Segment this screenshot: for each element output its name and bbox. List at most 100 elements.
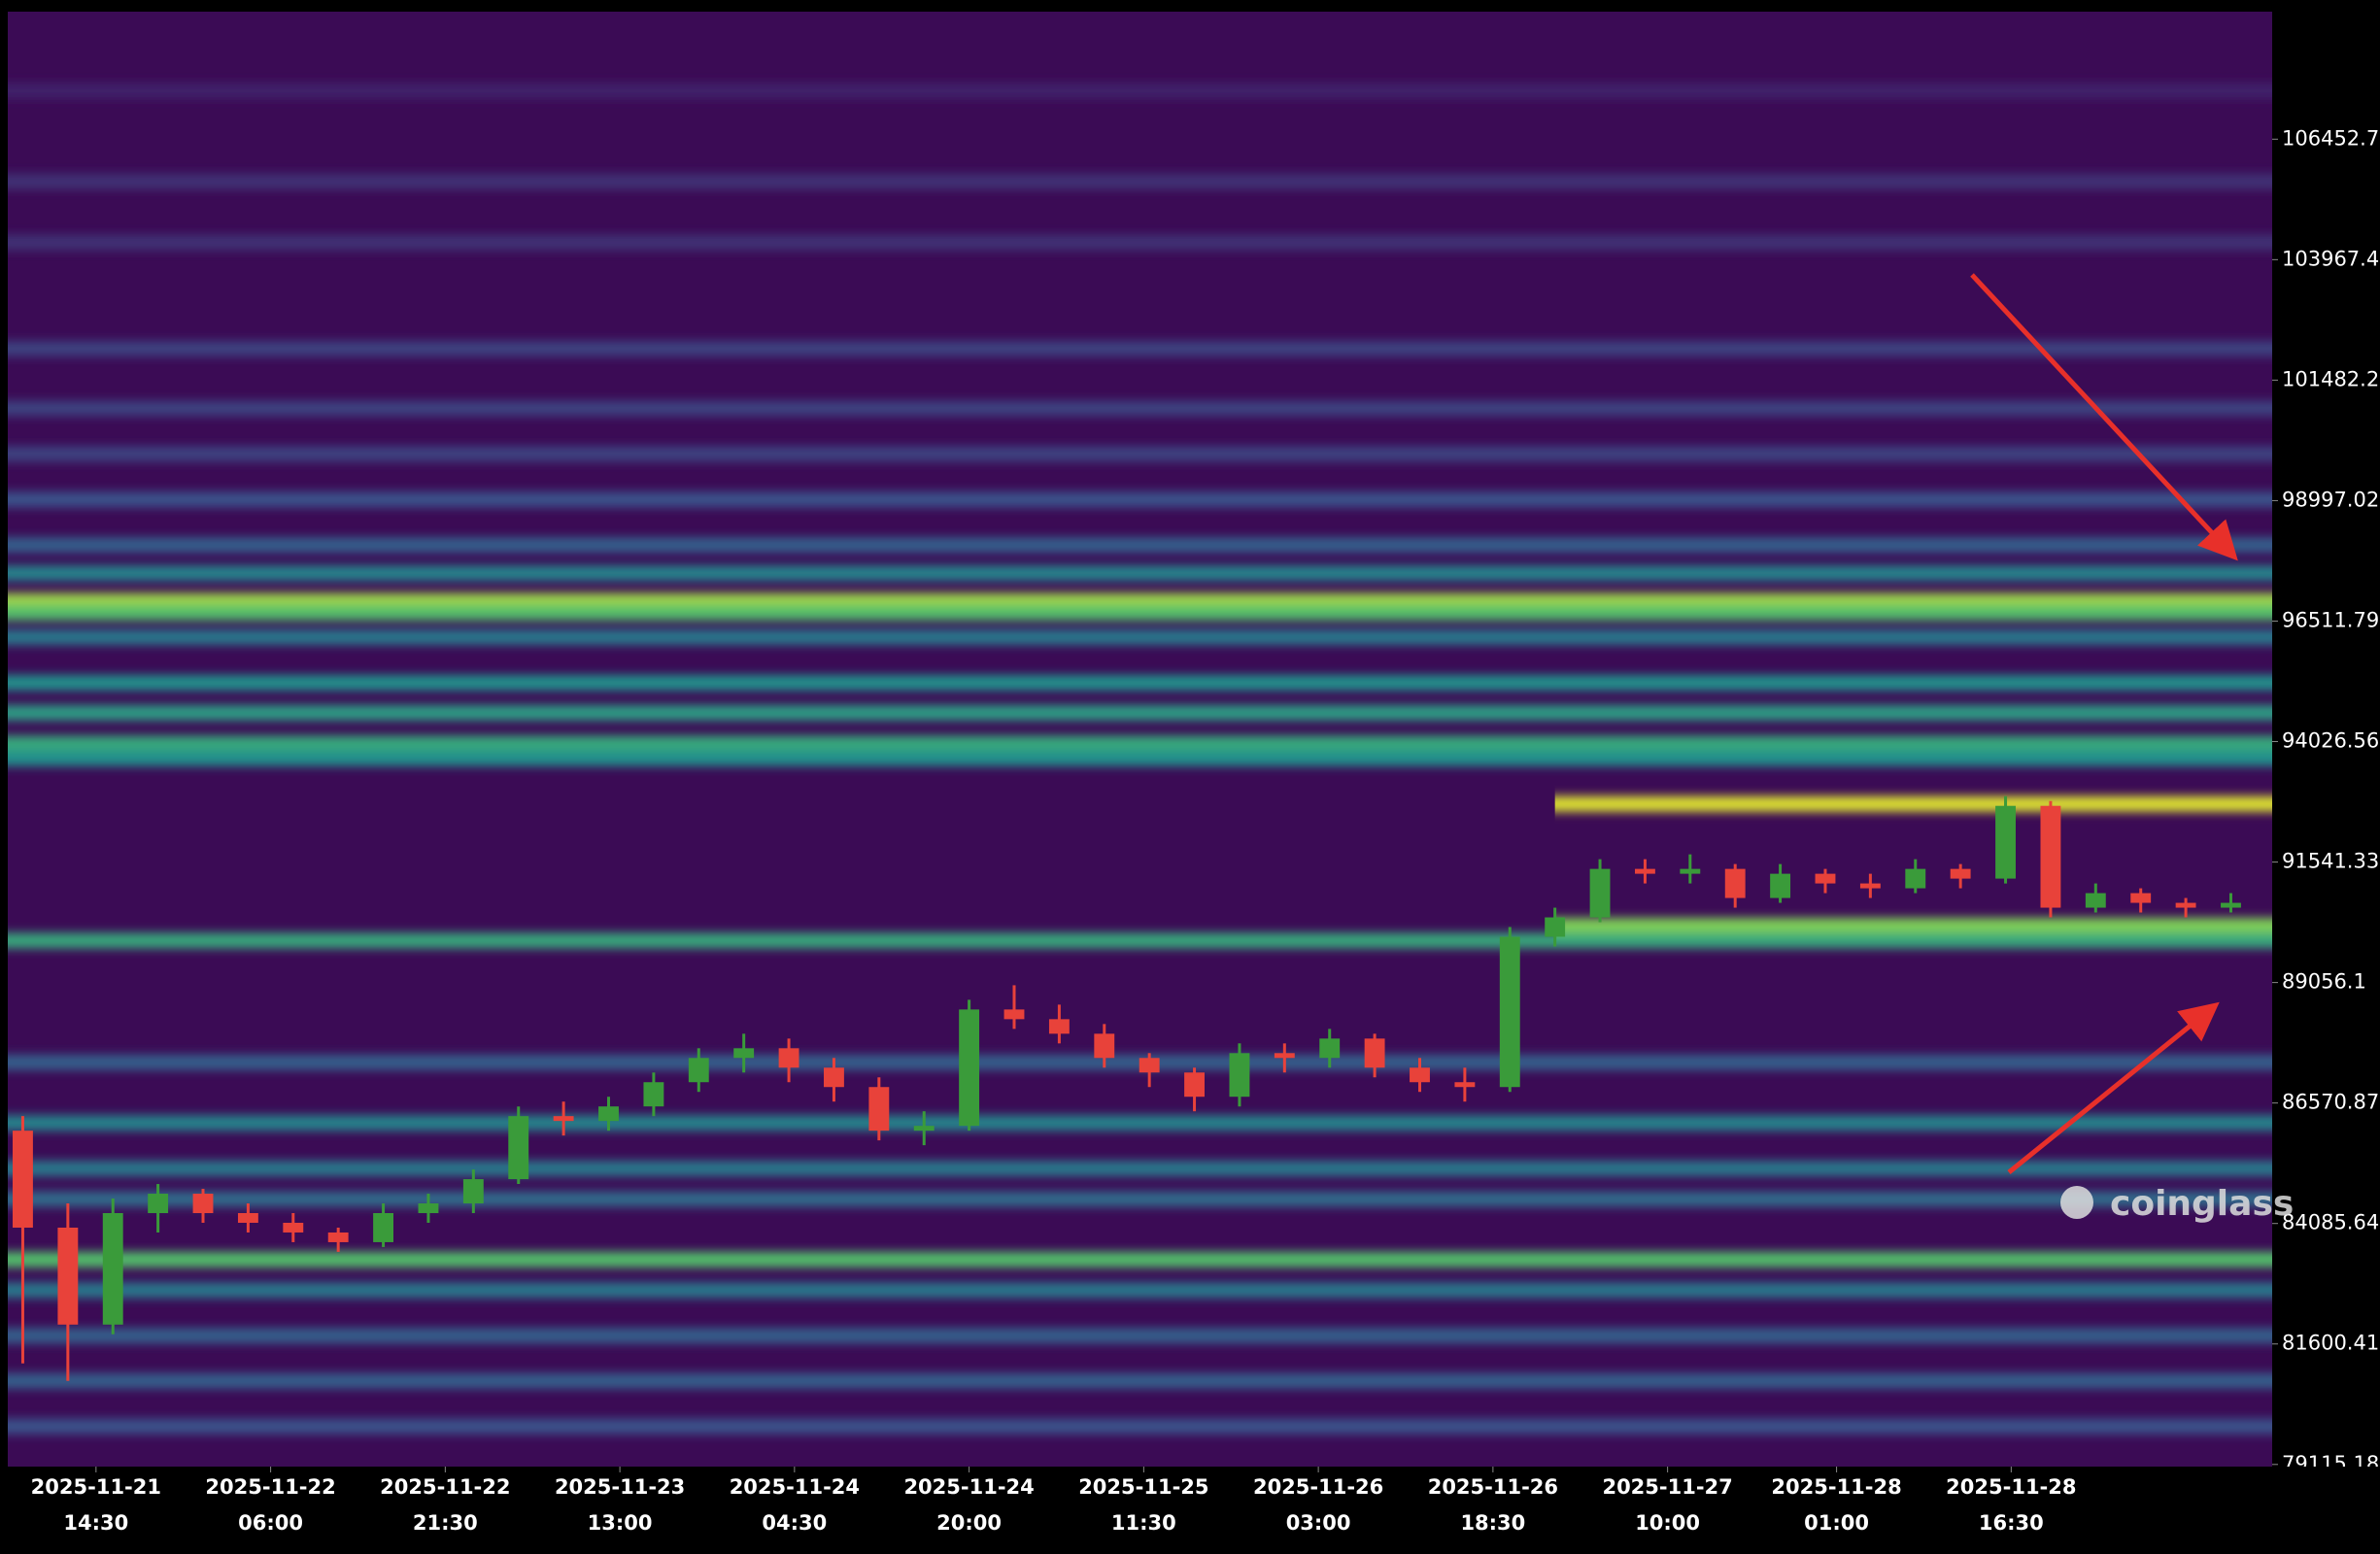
candle-body xyxy=(1139,1058,1160,1073)
x-tick-label: 03:00 xyxy=(1286,1511,1351,1535)
x-tick-label: 2025-11-21 xyxy=(31,1475,161,1499)
candle-body xyxy=(2130,893,2152,903)
x-tick-label: 2025-11-28 xyxy=(1946,1475,2076,1499)
x-tick-label: 01:00 xyxy=(1804,1511,1869,1535)
candle-body xyxy=(959,1009,980,1127)
x-tick-label: 2025-11-27 xyxy=(1602,1475,1732,1499)
heat-band xyxy=(8,674,2272,691)
candle-body xyxy=(1770,873,1791,898)
candle-body xyxy=(1815,873,1836,884)
watermark-icon xyxy=(2060,1186,2093,1219)
candle-body xyxy=(237,1213,258,1223)
heat-band xyxy=(8,605,2272,622)
y-tick-label: 98997.02 xyxy=(2282,488,2379,511)
x-tick-label: 2025-11-26 xyxy=(1253,1475,1383,1499)
y-tick-label: 106452.71 xyxy=(2282,126,2380,150)
candle-body xyxy=(148,1194,169,1214)
heat-band xyxy=(8,173,2272,189)
heat-band xyxy=(8,592,2272,609)
candle-body xyxy=(1995,805,2016,879)
heat-band xyxy=(8,1418,2272,1435)
candle-body xyxy=(57,1227,79,1325)
heat-band xyxy=(8,932,2272,949)
x-tick-label: 21:30 xyxy=(413,1511,478,1535)
heat-band xyxy=(8,400,2272,417)
heat-band xyxy=(8,629,2272,646)
candle-body xyxy=(1319,1038,1341,1059)
candle-body xyxy=(824,1067,844,1088)
candle-body xyxy=(508,1116,529,1180)
candle-body xyxy=(2175,902,2196,908)
heat-band xyxy=(8,1372,2272,1389)
candle-body xyxy=(913,1126,935,1132)
arrow-down xyxy=(1970,273,2238,561)
candle-body xyxy=(102,1213,123,1325)
candle-body xyxy=(1950,868,1971,879)
heat-band xyxy=(8,1115,2272,1132)
x-tick-label: 2025-11-28 xyxy=(1771,1475,1901,1499)
candle-body xyxy=(733,1048,755,1059)
candle-body xyxy=(598,1106,619,1122)
y-tick-label: 91541.33 xyxy=(2282,850,2379,873)
y-tick-label: 103967.48 xyxy=(2282,247,2380,270)
candle-body xyxy=(462,1179,484,1204)
candle-body xyxy=(1905,868,1926,889)
candle-body xyxy=(1724,868,1746,898)
heat-band xyxy=(8,1328,2272,1344)
candle-body xyxy=(1229,1053,1250,1098)
candle-body xyxy=(2040,805,2061,908)
heat-band xyxy=(8,704,2272,721)
candle-body xyxy=(1859,883,1881,889)
heat-band xyxy=(8,1251,2272,1267)
candle-body xyxy=(1003,1009,1025,1020)
y-tick-label: 94026.56 xyxy=(2282,729,2379,753)
watermark-text: coinglass xyxy=(2110,1184,2294,1224)
candle-body xyxy=(1274,1053,1295,1059)
heat-band xyxy=(8,446,2272,462)
candle-body xyxy=(192,1194,214,1214)
x-tick-label: 2025-11-24 xyxy=(903,1475,1034,1499)
heat-band xyxy=(8,1161,2272,1177)
candle-body xyxy=(1184,1072,1205,1098)
y-tick-label: 81600.41 xyxy=(2282,1332,2379,1355)
candle-body xyxy=(1589,868,1611,918)
heat-band xyxy=(8,565,2272,582)
heat-band xyxy=(8,750,2272,766)
candle-body xyxy=(373,1213,394,1242)
heat-band xyxy=(8,537,2272,554)
x-tick-label: 2025-11-26 xyxy=(1428,1475,1558,1499)
x-tick-label: 2025-11-22 xyxy=(205,1475,335,1499)
candle-body xyxy=(1364,1038,1385,1068)
x-tick-label: 16:30 xyxy=(1979,1511,2044,1535)
heat-band xyxy=(1554,795,2272,812)
heat-band xyxy=(8,1282,2272,1299)
candle-body xyxy=(1454,1082,1476,1088)
arrow-up xyxy=(2007,1001,2220,1174)
x-tick-label: 18:30 xyxy=(1460,1511,1525,1535)
y-tick-label: 84085.64 xyxy=(2282,1211,2379,1234)
candle-body xyxy=(868,1087,890,1132)
candle-body xyxy=(553,1116,574,1122)
candle-body xyxy=(1634,868,1655,874)
candle-body xyxy=(418,1203,439,1214)
x-tick-label: 2025-11-22 xyxy=(380,1475,510,1499)
candle-body xyxy=(1410,1067,1430,1083)
y-tick-label: 101482.25 xyxy=(2282,367,2380,390)
heat-band xyxy=(8,341,2272,357)
x-tick-label: 2025-11-24 xyxy=(730,1475,860,1499)
watermark: coinglass xyxy=(2060,1184,2294,1224)
x-tick-label: 13:00 xyxy=(588,1511,653,1535)
candle-body xyxy=(688,1058,709,1083)
candle-body xyxy=(778,1048,799,1068)
heat-band xyxy=(8,234,2272,251)
candles xyxy=(13,795,2241,1381)
heat-band xyxy=(8,83,2272,99)
x-tick-label: 11:30 xyxy=(1111,1511,1176,1535)
candle-body xyxy=(1499,936,1520,1088)
y-tick-label: 89056.1 xyxy=(2282,970,2366,994)
candle-body xyxy=(1048,1019,1070,1034)
heat-band xyxy=(8,1191,2272,1207)
x-tick-label: 04:30 xyxy=(762,1511,827,1535)
x-tick-label: 2025-11-25 xyxy=(1078,1475,1208,1499)
